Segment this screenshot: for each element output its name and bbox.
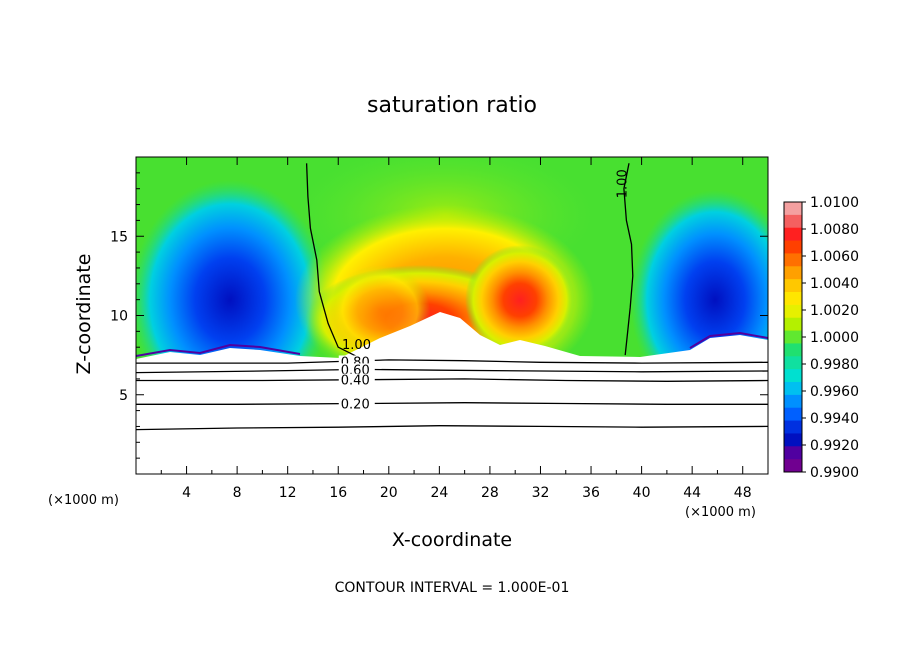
x-unit-right: (×1000 m) (685, 505, 756, 520)
contour-line (136, 425, 768, 431)
x-tick-label: 48 (734, 485, 752, 501)
colorbar-swatch (784, 343, 802, 357)
x-tick-label: 4 (182, 485, 191, 501)
colorbar-label: 1.0000 (810, 330, 859, 346)
subsaturated-layer (136, 312, 768, 474)
colorbar-swatch (784, 356, 802, 370)
colorbar-label: 0.9920 (810, 438, 859, 454)
y-axis-label: Z-coordinate (73, 254, 95, 375)
y-axis-ticks: 5 10 15 (110, 172, 768, 459)
colorbar-swatch (784, 202, 802, 216)
colorbar-swatch (784, 279, 802, 293)
colorbar-swatch (784, 292, 802, 306)
contour-label-bg (338, 363, 375, 377)
contour-label: 1.00 (615, 169, 630, 198)
x-tick-label: 12 (279, 485, 297, 501)
colorbar-label: 0.9960 (810, 384, 859, 400)
colorbar-swatch (784, 433, 802, 447)
x-tick-label: 24 (430, 485, 448, 501)
contour-label: 0.20 (341, 397, 370, 412)
contour-line (305, 163, 358, 358)
contour-line (136, 402, 768, 405)
colorbar-label: 1.0060 (810, 249, 859, 265)
colorbar-swatch (784, 317, 802, 332)
colorbar-swatch (784, 304, 802, 319)
colorbar: 1.0100 1.0080 1.0060 1.0040 1.0020 1.0000 0.99… (783, 195, 859, 481)
x-axis-label: X-coordinate (392, 529, 512, 551)
colorbar-swatch (784, 407, 802, 422)
colorbar-swatch (784, 446, 802, 460)
colorbar-swatch (784, 240, 802, 254)
contour-line (623, 163, 634, 356)
saturation-field: 1.001.000.800.600.400.20 (136, 157, 768, 474)
colorbar-label: 1.0040 (810, 276, 859, 292)
colorbar-swatch (784, 369, 802, 383)
x-unit-left: (×1000 m) (48, 493, 119, 508)
x-tick-label: 32 (532, 485, 550, 501)
colorbar-label: 1.0020 (810, 303, 859, 319)
contour-label-bg (338, 397, 375, 411)
contour-label: 1.00 (342, 338, 371, 353)
y-tick-label: 5 (119, 388, 128, 404)
colorbar-label: 0.9900 (810, 465, 859, 481)
x-tick-label: 16 (329, 485, 347, 501)
colorbar-swatch (784, 420, 802, 434)
colorbar-swatch (784, 253, 802, 267)
x-tick-label: 8 (233, 485, 242, 501)
colorbar-label: 1.0080 (810, 222, 859, 238)
y-tick-label: 10 (110, 309, 128, 325)
colorbar-label: 0.9940 (810, 411, 859, 427)
colorbar-swatch (784, 459, 802, 473)
colorbar-swatch (784, 382, 802, 396)
colorbar-swatch (784, 214, 802, 229)
x-tick-label: 28 (481, 485, 499, 501)
contour-interval-note: CONTOUR INTERVAL = 1.000E-01 (335, 580, 570, 596)
contour-line (136, 378, 768, 382)
x-tick-label: 44 (683, 485, 701, 501)
contour-lines: 1.001.000.800.600.400.20 (136, 163, 768, 431)
chart-title: saturation ratio (367, 93, 537, 118)
y-tick-label: 15 (110, 229, 128, 245)
colorbar-label: 1.0100 (810, 195, 859, 211)
x-tick-label: 20 (380, 485, 398, 501)
colorbar-swatch (784, 394, 802, 409)
x-axis-ticks: 4 8 12 16 20 24 28 32 36 40 44 48 (160, 157, 752, 501)
contour-line (136, 359, 768, 364)
colorbar-swatch (784, 330, 802, 344)
colorbar-swatch (784, 266, 802, 280)
colorbar-label: 0.9980 (810, 357, 859, 373)
contour-line (136, 368, 768, 374)
x-tick-label: 36 (582, 485, 600, 501)
contour-label-bg (338, 373, 375, 387)
colorbar-swatch (784, 227, 802, 242)
x-tick-label: 40 (633, 485, 651, 501)
contour-label: 0.40 (341, 374, 370, 389)
